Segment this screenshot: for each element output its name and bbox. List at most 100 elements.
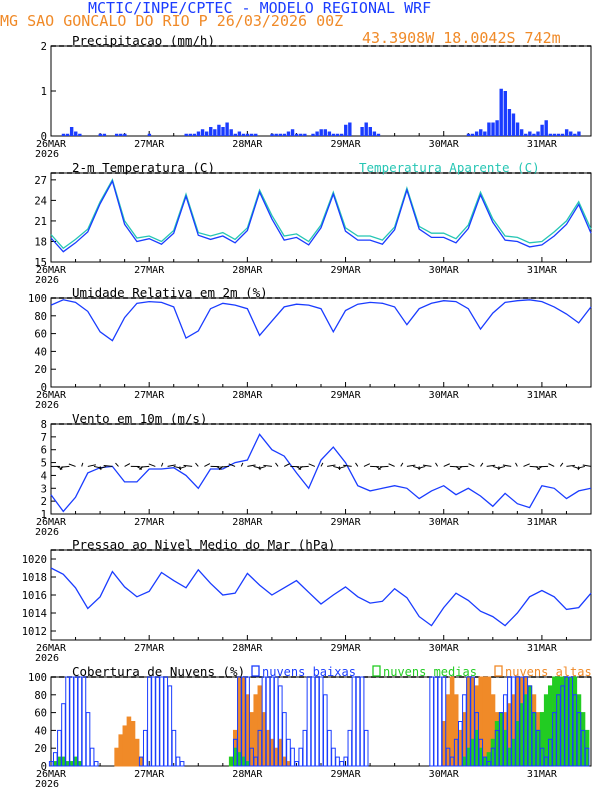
cloud-bar-nuvens-medias <box>527 685 533 767</box>
cloud-bar-nuvens-medias <box>57 756 62 767</box>
cloud-bar-nuvens-medias <box>73 756 79 767</box>
clouds-xtick-label: 31MAR <box>527 769 558 780</box>
wind-arrow <box>486 464 496 467</box>
wind-line-0 <box>50 433 592 513</box>
precip-bar <box>286 131 291 136</box>
precip-bar <box>114 133 119 136</box>
clouds-xtick-label: 28MAR <box>232 769 263 780</box>
temp-xtick-label: 26MAR <box>36 265 67 276</box>
clouds-ytick-label: 40 <box>34 725 47 737</box>
rh-line-0 <box>50 299 592 342</box>
wind-arrow <box>502 464 512 467</box>
wind-arrow <box>566 464 576 467</box>
precip-bar <box>74 131 78 136</box>
mslp-panel <box>50 549 592 641</box>
precip-bar <box>147 133 152 136</box>
cloud-bar-nuvens-medias <box>466 747 471 767</box>
cloud-bar-nuvens-medias <box>515 721 520 767</box>
wind-arrow <box>480 462 484 467</box>
rh-xtick-label: 31MAR <box>527 390 558 401</box>
cloud-bar-nuvens-medias <box>552 676 557 767</box>
cloud-bar-nuvens-baixas <box>429 676 434 767</box>
precip-bar <box>487 122 491 136</box>
cloud-bar-nuvens-medias <box>535 729 541 767</box>
precip-bar <box>225 122 229 136</box>
rh-panel <box>50 297 592 388</box>
cloud-bar-nuvens-altas <box>482 676 488 767</box>
cloud-bar-nuvens-baixas <box>298 747 304 767</box>
cloud-bar-nuvens-baixas <box>314 676 320 767</box>
wind-arrow <box>204 463 211 467</box>
coordinates: 43.3908W 18.0042S 742m <box>362 29 561 47</box>
cloud-bar-nuvens-baixas <box>65 676 70 767</box>
cloud-bar-nuvens-medias <box>478 747 484 767</box>
precip-bar <box>515 122 520 136</box>
precip-bar <box>229 129 233 136</box>
cloud-bar-nuvens-altas <box>265 729 271 767</box>
cloud-bar-nuvens-baixas <box>335 756 340 767</box>
cloud-bar-nuvens-altas <box>282 756 287 767</box>
wind-arrow <box>275 462 279 467</box>
rh-ytick-label: 0 <box>41 382 47 394</box>
wind-arrow <box>535 466 540 471</box>
wind-arrow <box>178 465 187 470</box>
cloud-bar-nuvens-baixas <box>245 676 250 767</box>
wind-arrow <box>103 464 113 467</box>
wind-xtick-label: 28MAR <box>232 517 263 528</box>
cloud-bar-nuvens-baixas <box>322 694 328 767</box>
precip-bar <box>540 124 544 136</box>
wind-arrow <box>523 463 530 467</box>
precip-bar <box>348 122 352 136</box>
wind-arrow <box>582 464 592 467</box>
cloud-bar-nuvens-medias <box>61 756 66 767</box>
cloud-bar-nuvens-baixas <box>69 676 74 767</box>
precip-panel <box>50 45 592 137</box>
cloud-bar-nuvens-medias <box>523 694 529 767</box>
precip-bar <box>213 129 217 136</box>
cloud-bar-nuvens-baixas <box>179 761 185 767</box>
wind-arrow <box>60 465 70 468</box>
cloud-bar-nuvens-medias <box>511 738 516 767</box>
precip-bar <box>479 129 483 136</box>
cloud-bar-nuvens-medias <box>502 729 508 767</box>
cloud-bar-nuvens-baixas <box>331 747 336 767</box>
precip-bar <box>270 133 274 136</box>
wind-ytick-label: 8 <box>41 419 47 431</box>
cloud-bar-nuvens-altas <box>138 756 144 767</box>
temp-line-1 <box>50 178 592 250</box>
mslp-ytick-label: 1018 <box>22 572 47 584</box>
cloud-bar-nuvens-medias <box>245 761 250 767</box>
cloud-bar-nuvens-medias <box>52 761 58 767</box>
precip-bar <box>315 131 319 136</box>
mslp-xtick-label: 29MAR <box>330 643 361 654</box>
wind-arrow <box>529 465 539 468</box>
cloud-bar-nuvens-medias <box>556 676 561 767</box>
mslp-xtick-label: 26MAR <box>36 643 67 654</box>
cloud-bar-nuvens-baixas <box>77 676 83 767</box>
cloud-bar-nuvens-altas <box>445 694 451 767</box>
cloud-bar-nuvens-medias <box>486 752 492 767</box>
precip-bar <box>98 133 102 136</box>
precip-bar <box>294 133 299 136</box>
precip-bar <box>221 127 225 136</box>
wind-ytick-label: 1 <box>41 509 47 521</box>
wind-arrow <box>355 462 359 467</box>
cloud-bar-nuvens-altas <box>126 716 132 767</box>
wind-xtick-label: 31MAR <box>527 517 558 528</box>
cloud-bar-nuvens-medias <box>462 756 467 767</box>
cloud-bar-nuvens-medias <box>498 712 504 767</box>
cloud-bar-nuvens-altas <box>257 685 263 767</box>
cloud-bar-nuvens-baixas <box>347 729 353 767</box>
wind-arrow <box>343 464 352 467</box>
cloud-bar-nuvens-baixas <box>359 676 365 767</box>
cloud-bar-nuvens-altas <box>134 738 140 767</box>
precip-bar <box>311 133 315 136</box>
temp-xtick-label: 30MAR <box>429 265 460 276</box>
precip-bar <box>327 131 332 136</box>
wind-arrow <box>240 462 244 467</box>
temp-ytick-label: 15 <box>34 257 47 269</box>
wind-arrow <box>320 462 324 467</box>
rh-ytick-label: 60 <box>34 329 47 341</box>
precip-bar <box>364 122 368 136</box>
wind-arrow <box>548 463 555 467</box>
